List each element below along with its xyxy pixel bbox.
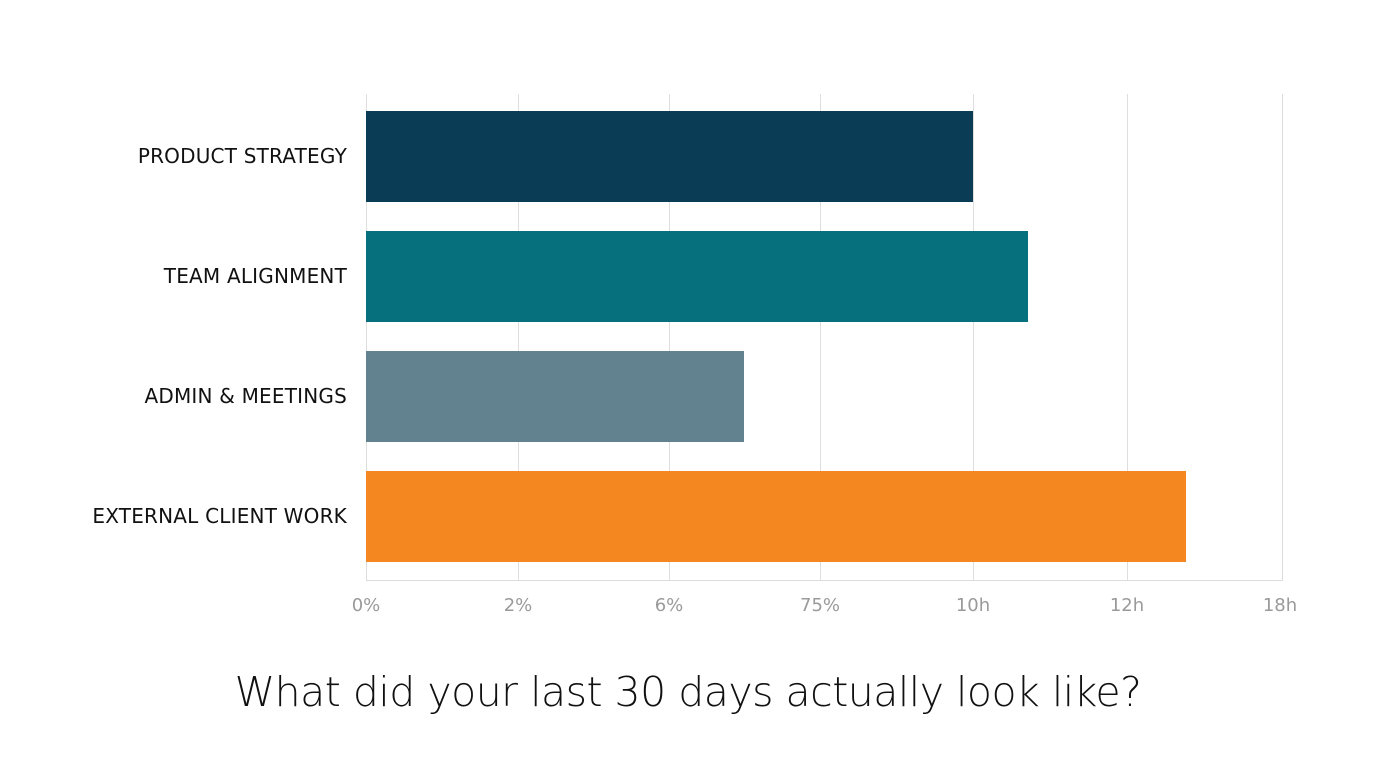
x-tick-label: 0% <box>351 595 381 616</box>
gridline <box>518 94 519 580</box>
category-label: ADMIN & MEETINGS <box>144 384 347 408</box>
x-tick-label: 6% <box>654 595 684 616</box>
bar-team-alignment <box>366 231 1028 322</box>
gridline <box>669 94 670 580</box>
gridline <box>973 94 974 580</box>
category-label: EXTERNAL CLIENT WORK <box>92 504 347 528</box>
category-label: TEAM ALIGNMENT <box>163 264 347 288</box>
gridline <box>1127 94 1128 580</box>
plot-area <box>366 94 1283 581</box>
bar-external-client-work <box>366 471 1186 562</box>
bar-admin-meetings <box>366 351 744 442</box>
x-tick-label: 18h <box>1262 595 1298 616</box>
x-tick-label: 10h <box>955 595 991 616</box>
x-tick-label: 12h <box>1109 595 1145 616</box>
gridline <box>366 94 367 580</box>
chart-title: What did your last 30 days actually look… <box>234 668 1142 716</box>
x-tick-label: 75% <box>799 595 841 616</box>
gridline <box>820 94 821 580</box>
bar-chart: PRODUCT STRATEGY TEAM ALIGNMENT ADMIN & … <box>92 94 1298 616</box>
bar-product-strategy <box>366 111 973 202</box>
x-tick-label: 2% <box>503 595 533 616</box>
category-label: PRODUCT STRATEGY <box>137 144 347 168</box>
